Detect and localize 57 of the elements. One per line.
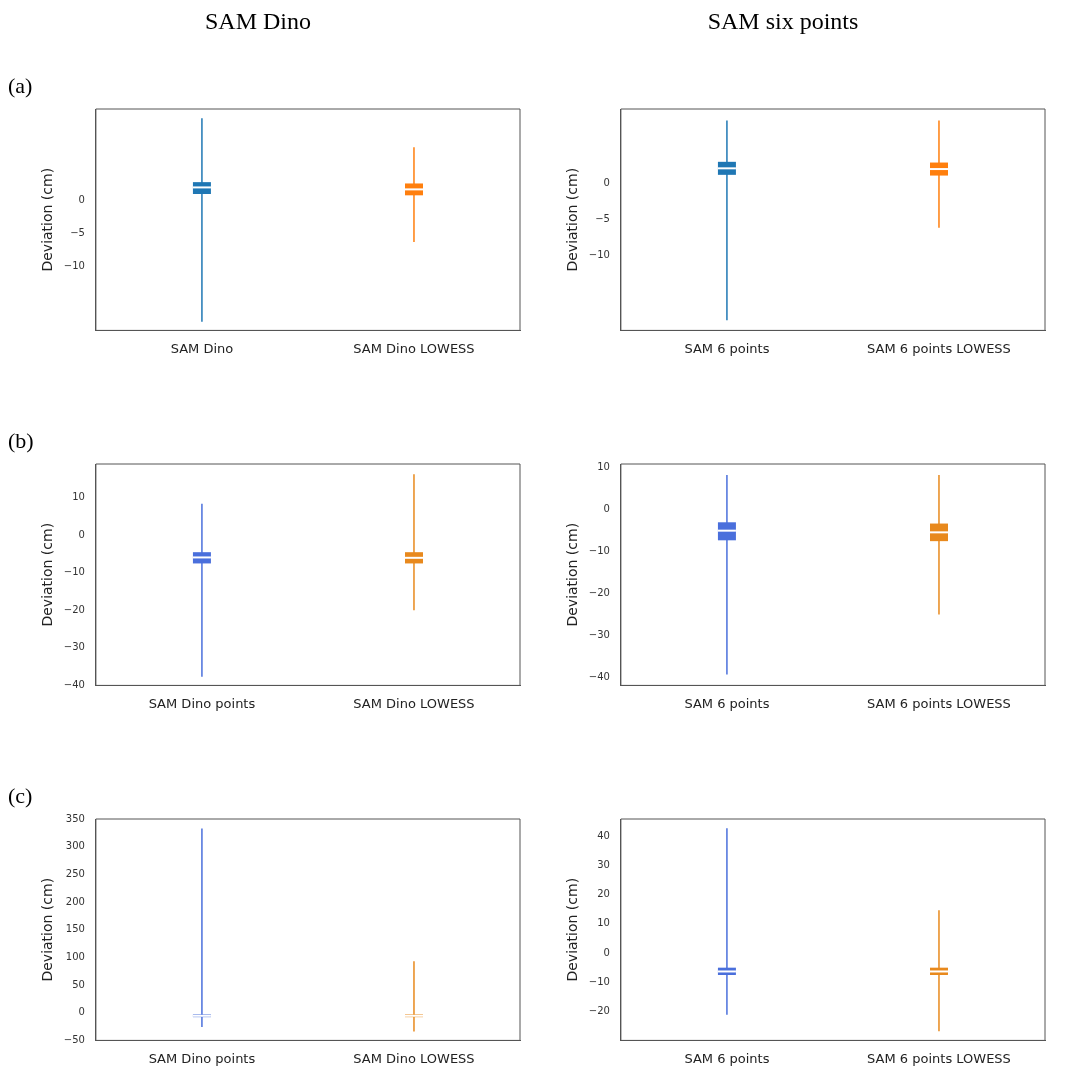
y-axis-title: Deviation (cm) — [564, 522, 581, 627]
x-tick-label: SAM Dino — [170, 340, 234, 356]
x-tick-label: SAM 6 points — [684, 340, 770, 356]
x-tick-label: SAM Dino LOWESS — [353, 695, 475, 711]
y-tick-label: −10 — [63, 566, 85, 578]
y-tick-label: −40 — [588, 671, 610, 683]
y-tick-label: 250 — [65, 867, 85, 879]
y-axis-title: Deviation (cm) — [39, 167, 56, 272]
y-tick-label: −10 — [588, 975, 610, 987]
y-tick-label: 0 — [603, 946, 610, 958]
y-tick-label: 0 — [603, 177, 610, 189]
y-tick-label: 10 — [597, 917, 610, 929]
y-tick-label: 350 — [65, 812, 85, 824]
x-tick-label: SAM 6 points — [684, 1050, 770, 1066]
y-tick-label: −5 — [70, 227, 85, 239]
y-tick-label: 300 — [65, 840, 85, 852]
y-axis-title: Deviation (cm) — [564, 167, 581, 272]
x-tick-label: SAM 6 points LOWESS — [867, 1050, 1011, 1066]
x-tick-label: SAM Dino LOWESS — [353, 1050, 475, 1066]
x-tick-label: SAM 6 points LOWESS — [867, 695, 1011, 711]
y-tick-label: −40 — [63, 678, 85, 690]
y-tick-label: −30 — [588, 629, 610, 641]
x-tick-label: SAM 6 points — [684, 695, 770, 711]
y-tick-label: −50 — [63, 1033, 85, 1045]
x-tick-label: SAM 6 points LOWESS — [867, 340, 1011, 356]
text: (b) — [8, 428, 34, 454]
y-tick-label: −20 — [588, 587, 610, 599]
text: (c) — [8, 783, 33, 809]
y-tick-label: 20 — [597, 888, 610, 900]
chart-title: SAM Dino — [204, 8, 312, 35]
y-tick-label: −20 — [588, 1005, 610, 1017]
y-tick-label: −20 — [63, 603, 85, 615]
y-tick-label: −10 — [588, 249, 610, 261]
y-tick-label: 0 — [78, 1006, 85, 1018]
y-tick-label: −10 — [588, 545, 610, 557]
y-tick-label: 0 — [78, 194, 85, 206]
y-tick-label: 150 — [65, 923, 85, 935]
y-tick-label: 10 — [597, 461, 610, 473]
y-axis-title: Deviation (cm) — [39, 877, 56, 982]
x-tick-label: SAM Dino points — [148, 695, 256, 711]
y-tick-label: −5 — [595, 213, 610, 225]
x-tick-label: SAM Dino points — [148, 1050, 256, 1066]
y-axis-title: Deviation (cm) — [39, 522, 56, 627]
x-tick-label: SAM Dino LOWESS — [353, 340, 475, 356]
text: (a) — [8, 73, 33, 99]
y-tick-label: 10 — [72, 491, 85, 503]
y-tick-label: 200 — [65, 895, 85, 907]
y-tick-label: 0 — [78, 528, 85, 540]
y-tick-label: −30 — [63, 641, 85, 653]
y-tick-label: 50 — [72, 978, 85, 990]
y-tick-label: 40 — [597, 829, 610, 841]
y-tick-label: −10 — [63, 260, 85, 272]
y-axis-title: Deviation (cm) — [564, 877, 581, 982]
y-tick-label: 100 — [65, 950, 85, 962]
y-tick-label: 0 — [603, 503, 610, 515]
y-tick-label: 30 — [597, 859, 610, 871]
chart-title: SAM six points — [706, 8, 860, 35]
